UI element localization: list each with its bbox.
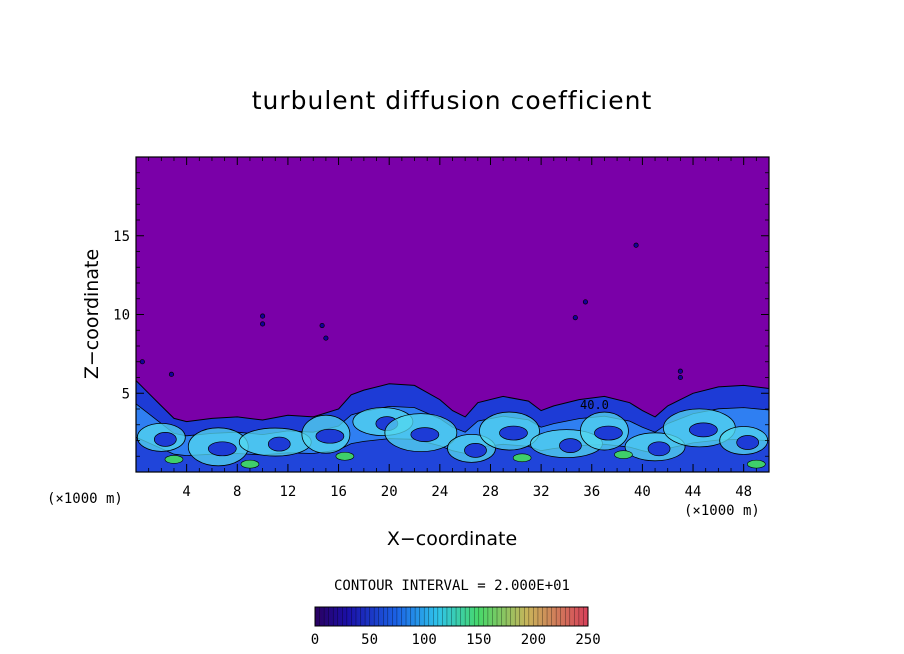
eddy-green — [240, 459, 260, 469]
eddy-core — [410, 427, 440, 442]
y-tick-label: 10 — [113, 308, 130, 324]
x-tick-label: 44 — [685, 484, 702, 500]
x-tick-label: 40 — [634, 484, 651, 500]
colorbar-tick-label: 100 — [412, 632, 437, 648]
eddy-green — [512, 453, 532, 463]
colorbar-tick-label: 0 — [311, 632, 319, 648]
colorbar-stripes — [319, 607, 584, 626]
isolated-cell — [677, 368, 683, 374]
x-tick-label: 32 — [533, 484, 550, 500]
x-tick-label: 20 — [381, 484, 398, 500]
contour-interval-note: CONTOUR INTERVAL = 2.000E+01 — [333, 578, 570, 594]
isolated-cell — [168, 371, 174, 377]
isolated-cell — [323, 335, 329, 341]
x-tick-label: 24 — [431, 484, 448, 500]
isolated-cell — [260, 321, 266, 327]
x-tick-label: 36 — [583, 484, 600, 500]
x-axis-ticks: 4 8 12 16 20 24 28 32 36 40 44 48 — [148, 157, 757, 500]
x-tick-label: 16 — [330, 484, 347, 500]
chart-title: turbulent diffusion coefficient — [251, 86, 653, 115]
eddy-core — [559, 438, 582, 453]
eddy-core — [594, 425, 623, 441]
x-tick-label: 28 — [482, 484, 499, 500]
y-tick-label: 15 — [113, 229, 130, 245]
eddy-green — [747, 459, 766, 469]
eddy-green — [164, 455, 184, 464]
x-axis-label: X−coordinate — [386, 528, 518, 550]
eddy-core — [207, 441, 237, 457]
colorbar-tick-label: 150 — [466, 632, 491, 648]
isolated-cell — [319, 322, 325, 329]
x-tick-label: 4 — [182, 484, 190, 500]
x-tick-label: 12 — [279, 484, 296, 500]
eddy-core — [464, 443, 487, 458]
y-axis-ticks: 5 10 15 — [113, 172, 769, 457]
colorbar-tick-label: 200 — [521, 632, 546, 648]
isolated-cell — [582, 299, 588, 305]
colorbar-tick-label: 250 — [575, 632, 600, 648]
x-unit-label-right: (×1000 m) — [684, 503, 760, 519]
eddy-green — [335, 451, 355, 461]
isolated-cell — [677, 374, 683, 381]
eddy-green — [614, 450, 633, 459]
isolated-cell — [139, 359, 145, 365]
isolated-cell — [572, 315, 578, 321]
isolated-cell — [260, 313, 266, 319]
x-tick-label: 8 — [233, 484, 241, 500]
colorbar-tick-label: 50 — [361, 632, 378, 648]
eddy-core — [315, 428, 345, 444]
eddy-core — [689, 422, 718, 438]
eddy-core — [736, 435, 760, 450]
eddy-core — [647, 441, 671, 457]
eddy-core — [153, 432, 177, 447]
turbulence-field — [136, 242, 769, 472]
eddy-core — [499, 425, 528, 441]
x-tick-label: 48 — [735, 484, 752, 500]
contour-label: 40.0 — [580, 398, 609, 412]
y-tick-label: 5 — [122, 386, 130, 402]
x-unit-label-left: (×1000 m) — [47, 491, 123, 507]
colorbar-ticks: 0 50 100 150 200 250 — [311, 632, 601, 648]
colorbar: 0 50 100 150 200 250 — [311, 606, 601, 648]
eddy-core — [267, 436, 291, 452]
isolated-cell — [633, 242, 639, 248]
